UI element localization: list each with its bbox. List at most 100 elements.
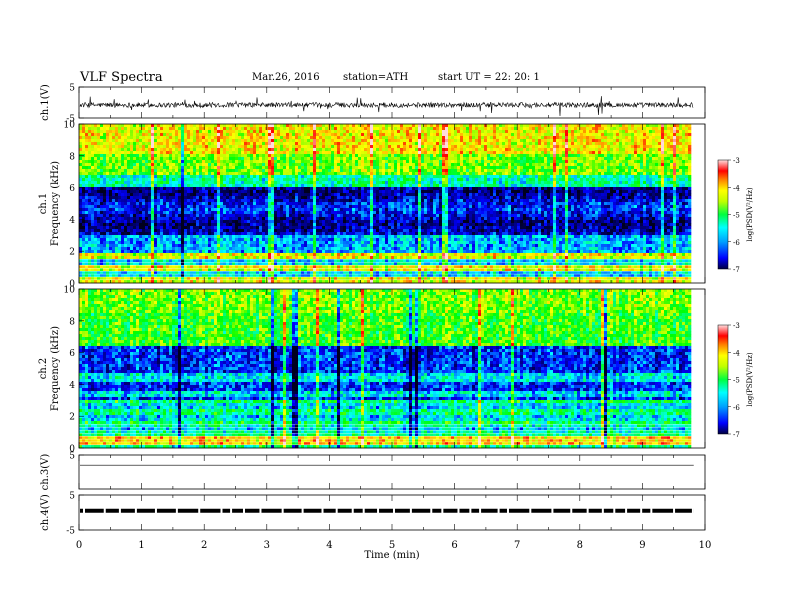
ch4-xticks: [78, 495, 706, 530]
x-tick-label-9: 9: [639, 540, 645, 551]
spec2-colorbar-tick-label-0: -7: [733, 431, 740, 439]
x-tick-label-8: 8: [577, 540, 583, 551]
spec1-colorbar: [717, 159, 729, 270]
ch3-xticks: [78, 455, 706, 489]
spec2-ytick-label-1: 2: [69, 413, 75, 423]
x-tick-label-1: 1: [138, 540, 144, 551]
ch4-gap: [479, 508, 482, 514]
ch4-ytick-label-0: -5: [66, 527, 75, 537]
ch1-xticks: [78, 87, 706, 118]
start-time-label: start UT = 22: 20: 1: [438, 72, 540, 83]
spec1-ytick-label-1: 2: [69, 248, 75, 258]
spec1-colorbar-tick-label-3: -4: [733, 184, 740, 192]
ch4-gap: [529, 508, 532, 514]
spec2-colorbar-tick-label-2: -5: [733, 377, 740, 385]
spec2-ytick-label-0: 0: [69, 445, 75, 455]
spec2-ytick-label-3: 6: [69, 349, 75, 359]
ch4-gap: [198, 508, 201, 514]
spec1-ytick-label-0: 0: [69, 280, 75, 290]
x-tick-label-3: 3: [264, 540, 270, 551]
ch4-gap: [409, 508, 412, 514]
ch4-gap: [691, 508, 694, 514]
ch4-gap: [457, 508, 460, 514]
spec1-colorbar-tick-label-2: -5: [733, 212, 740, 220]
ch4-signal-band: [80, 508, 694, 513]
ch4-gap: [335, 508, 338, 514]
ch4-gap: [650, 508, 653, 514]
ch4-gap: [586, 508, 589, 514]
ch1-ylabel: ch.1(V): [40, 84, 51, 121]
ch4-gap: [281, 508, 284, 514]
x-tick-label-7: 7: [514, 540, 520, 551]
spec1-colorbar-tick-label-4: -3: [733, 157, 740, 165]
ch4-gap: [673, 508, 676, 514]
x-tick-label-2: 2: [201, 540, 207, 551]
x-axis-label: Time (min): [364, 550, 419, 561]
ch4-ylabel: ch.4(V): [40, 494, 51, 531]
x-tick-label-5: 5: [389, 540, 395, 551]
ch4-gap: [506, 508, 509, 514]
ch4-gap: [175, 508, 178, 514]
spec2-colorbar: [717, 324, 729, 435]
ch4-gap: [551, 508, 554, 514]
ch3-ylabel: ch.3(V): [40, 454, 51, 491]
spec2-ytick-label-2: 4: [69, 381, 75, 391]
spec1-ytick-label-3: 6: [69, 184, 75, 194]
spec1-heatmap: [79, 124, 694, 284]
spec1-channel-label: ch.1: [38, 193, 49, 215]
spec1-ytick-label-2: 4: [69, 216, 75, 226]
date-label: Mar.26, 2016: [252, 72, 320, 83]
ch4-gap: [601, 508, 604, 514]
ch4-gap: [570, 508, 573, 514]
x-tick-label-6: 6: [451, 540, 457, 551]
ch4-gap: [625, 508, 628, 514]
spec1-colorbar-label: log(PSD(V²/Hz): [746, 187, 754, 242]
ch3-ytick-label-0: 5: [69, 452, 75, 462]
ch4-gap: [154, 508, 157, 514]
ch4-gap: [392, 508, 395, 514]
ch1-ytick-label-0: -5: [66, 115, 75, 125]
ch4-gap: [103, 508, 106, 514]
spec1-colorbar-tick-label-0: -7: [733, 266, 740, 274]
spec1-xticks: [78, 124, 706, 283]
spec2-xticks: [78, 289, 706, 448]
ch4-gap: [134, 508, 137, 514]
ch4-gap: [242, 508, 245, 514]
ch4-gap: [118, 508, 121, 514]
ch1-waveform-line: [79, 96, 694, 117]
x-tick-label-0: 0: [76, 540, 82, 551]
ch4-gap: [321, 508, 324, 514]
spec1-ylabel: Frequency (kHz): [50, 161, 61, 246]
ch4-gap: [230, 508, 233, 514]
spec1-ytick-label-4: 8: [69, 152, 75, 162]
ch4-gap: [640, 508, 643, 514]
spec2-colorbar-tick-label-3: -4: [733, 349, 740, 357]
spec2-colorbar-label: log(PSD(V²/Hz): [746, 352, 754, 407]
spec2-ylabel: Frequency (kHz): [50, 326, 61, 411]
ch4-gap: [430, 508, 433, 514]
spec2-channel-label: ch.2: [38, 358, 49, 380]
spec2-colorbar-tick-label-4: -3: [733, 322, 740, 330]
ch4-gap: [362, 508, 365, 514]
ch4-gap: [469, 508, 472, 514]
spec2-heatmap: [79, 289, 694, 449]
spec2-ytick-label-5: 10: [64, 286, 76, 296]
x-tick-label-4: 4: [326, 540, 332, 551]
spec1-colorbar-tick-label-1: -6: [733, 239, 740, 247]
ch4-gap: [351, 508, 354, 514]
ch4-ytick-label-1: 5: [69, 492, 75, 502]
ch4-gap: [301, 508, 304, 514]
spec2-ytick-label-4: 8: [69, 317, 75, 327]
ch4-gap: [259, 508, 262, 514]
x-tick-label-10: 10: [699, 540, 712, 551]
spec2-colorbar-tick-label-1: -6: [733, 404, 740, 412]
ch4-gap: [613, 508, 616, 514]
ch4-gap: [83, 508, 85, 514]
ch4-gap: [441, 508, 444, 514]
ch4-gap: [377, 508, 380, 514]
chart-title: VLF Spectra: [80, 70, 163, 85]
ch1-ytick-label-1: 5: [69, 84, 75, 94]
spec1-ytick-label-5: 10: [64, 121, 76, 131]
ch4-gap: [497, 508, 500, 514]
